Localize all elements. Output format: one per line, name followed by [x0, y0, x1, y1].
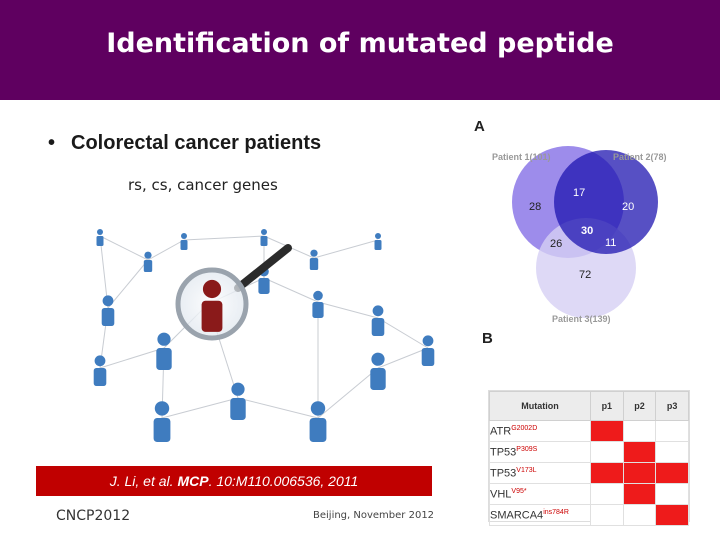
mutation-change: P309S [516, 445, 538, 453]
table-row: TP53V173L [489, 462, 689, 484]
panel-b-label: B [482, 330, 493, 347]
empty-cell [655, 441, 689, 463]
gene-name: TP53 [490, 446, 517, 459]
mutation-change: V173L [516, 466, 537, 474]
footer-location-date: Beijing, November 2012 [313, 510, 435, 521]
venn-count-p1-p2: 17 [573, 187, 585, 199]
empty-cell [590, 441, 624, 463]
venn-label-patient1: Patient 1(101) [492, 152, 551, 162]
mutation-gene: VHLV95* [489, 483, 591, 505]
mutation-change: V95* [511, 487, 527, 495]
mutation-mark-cell [590, 420, 624, 442]
venn-label-patient3: Patient 3(139) [552, 314, 611, 324]
mutation-mark-cell [655, 504, 689, 526]
subtext: rs, cs, cancer genes [128, 176, 278, 194]
slide-header: Identification of mutated peptide [0, 0, 720, 100]
citation-rest: , et al. [135, 473, 178, 489]
venn-label-patient2: Patient 2(78) [613, 152, 667, 162]
venn-circle-patient2 [554, 150, 658, 254]
network-people-illustration [88, 218, 444, 446]
empty-cell [622, 420, 657, 442]
mutation-table: Mutation p1 p2 p3 ATRG2002D TP53P309S TP53… [488, 390, 690, 526]
gene-name: VHL [490, 488, 512, 501]
mutation-gene: TP53P309S [489, 441, 591, 463]
citation-author: J. Li [109, 473, 136, 489]
gene-name: ATR [490, 425, 512, 438]
footer-conference: CNCP2012 [56, 508, 131, 524]
citation-journal: MCP [177, 473, 209, 489]
venn-diagram: Patient 1(101) Patient 2(78) Patient 3(1… [492, 146, 667, 324]
col-p3: p3 [655, 391, 689, 421]
venn-count-all: 30 [581, 225, 593, 237]
citation-text: J. Li, et al. MCP. 10:M110.006536, 2011 [36, 473, 432, 489]
mutation-gene: TP53V173L [489, 462, 591, 484]
col-p1: p1 [590, 391, 624, 421]
mutation-table-header: Mutation p1 p2 p3 [489, 391, 689, 421]
mutation-gene: SMARCA4ins784R [489, 504, 591, 526]
citation-ref: . 10:M110.006536, 2011 [208, 473, 359, 489]
empty-cell [655, 483, 689, 505]
bullet-dot-icon: • [48, 132, 56, 154]
slide-title: Identification of mutated peptide [106, 28, 614, 59]
table-row: TP53P309S [489, 441, 689, 463]
bullet-text: Colorectal cancer patients [71, 132, 322, 154]
table-row: VHLV95* [489, 483, 689, 505]
mutation-mark-cell [622, 483, 657, 505]
bullet-item: • Colorectal cancer patients [48, 132, 321, 155]
venn-count-only1: 28 [529, 201, 541, 213]
col-mutation: Mutation [489, 391, 591, 421]
gene-name: TP53 [490, 467, 517, 480]
empty-cell [590, 483, 624, 505]
mutation-gene: ATRG2002D [489, 420, 591, 442]
venn-count-p2-p3: 11 [605, 237, 616, 249]
citation-bar: J. Li, et al. MCP. 10:M110.006536, 2011 [36, 466, 432, 496]
col-p2: p2 [622, 391, 657, 421]
empty-cell [655, 420, 689, 442]
mutation-change: G2002D [511, 424, 538, 432]
venn-count-only2: 20 [622, 201, 634, 213]
panel-a-label: A [474, 118, 485, 135]
mutation-change: ins784R [543, 508, 569, 516]
mutation-mark-cell [622, 462, 657, 484]
gene-name: SMARCA4 [490, 509, 544, 522]
mutation-mark-cell [655, 462, 689, 484]
empty-cell [622, 504, 657, 526]
empty-cell [590, 504, 624, 526]
venn-count-p1-p3: 26 [550, 238, 562, 250]
mutation-mark-cell [590, 462, 624, 484]
table-row: SMARCA4ins784R [489, 504, 689, 526]
venn-count-only3: 72 [579, 269, 591, 281]
mutation-mark-cell [622, 441, 657, 463]
table-row: ATRG2002D [489, 420, 689, 442]
